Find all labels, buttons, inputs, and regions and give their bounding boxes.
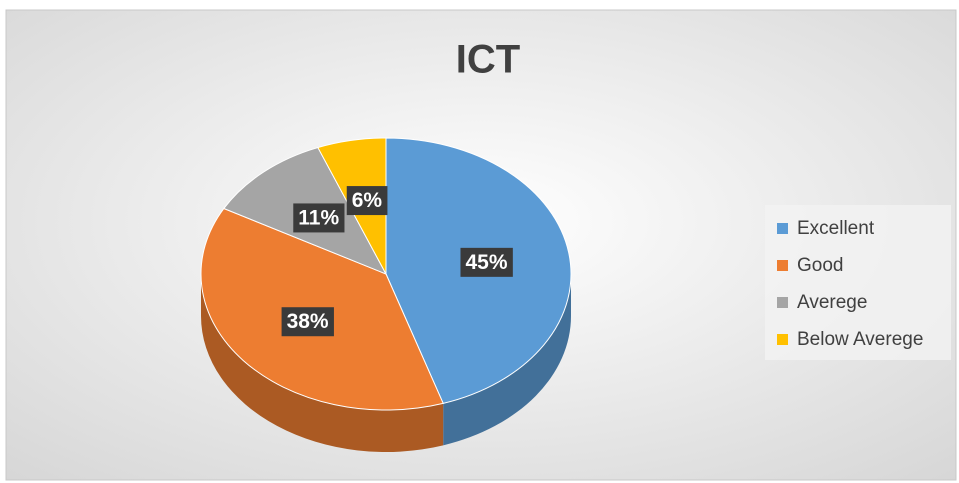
data-label-text: 11% <box>298 206 339 229</box>
chart-title: ICT <box>456 38 520 82</box>
pie-tops <box>200 137 572 411</box>
pie-side <box>200 274 444 452</box>
legend-label: Excellent <box>797 218 875 239</box>
data-label-text: 38% <box>287 310 329 333</box>
legend-label: Below Averege <box>797 329 923 350</box>
data-label: 11% <box>293 203 345 233</box>
data-label-box <box>293 203 345 233</box>
legend-label: Good <box>797 255 843 276</box>
data-label-text: 6% <box>352 189 383 212</box>
data-label-box <box>346 186 388 216</box>
data-label: 38% <box>281 307 334 337</box>
pie-sides <box>200 274 571 452</box>
pie-side <box>443 274 571 446</box>
legend-swatch <box>777 260 788 271</box>
data-label: 6% <box>346 186 388 216</box>
data-label: 45% <box>460 247 513 277</box>
legend: Excellent Good Averege Below Averege <box>777 218 923 350</box>
data-label-box <box>281 307 334 337</box>
legend-swatch <box>777 223 788 234</box>
data-labels: 45% 38% 11% 6% <box>281 186 513 337</box>
data-label-box <box>460 247 513 277</box>
legend-box <box>765 205 951 360</box>
data-label-text: 45% <box>465 251 507 274</box>
legend-swatch <box>777 334 788 345</box>
legend-swatch <box>777 297 788 308</box>
legend-label: Averege <box>797 292 867 313</box>
